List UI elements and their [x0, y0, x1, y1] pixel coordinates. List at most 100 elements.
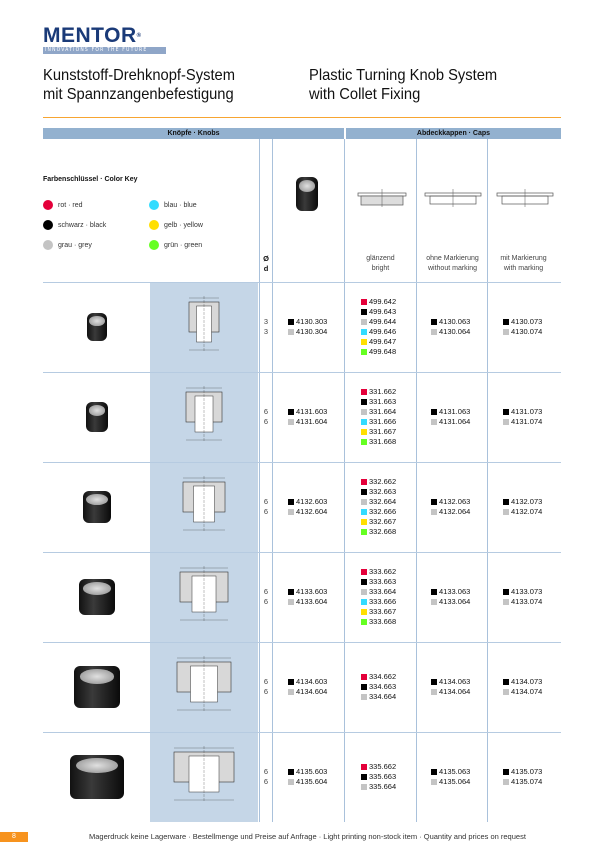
article-number: 4130.063 [439, 317, 471, 326]
color-swatch-icon [431, 509, 437, 515]
color-swatch-icon [431, 319, 437, 325]
color-swatch-icon [361, 569, 367, 575]
article-code: 4131.603 [288, 407, 327, 417]
color-swatch-icon [288, 329, 294, 335]
article-code: 4130.063 [431, 317, 470, 327]
technical-drawing [179, 566, 229, 622]
article-number: 4132.074 [511, 507, 543, 516]
knob-photo [86, 402, 108, 432]
article-code: 499.648 [361, 347, 396, 357]
mentor-logo: MENTOR® INNOVATIONS FOR THE FUTURE [43, 25, 166, 54]
article-code: 333.663 [361, 577, 396, 587]
color-swatch-icon [431, 409, 437, 415]
color-swatch-icon [361, 479, 367, 485]
color-swatch-icon [288, 509, 294, 515]
article-code: 334.664 [361, 692, 396, 702]
article-code: 332.667 [361, 517, 396, 527]
article-number: 499.642 [369, 297, 397, 306]
color-swatch-icon [361, 429, 367, 435]
technical-drawing [185, 386, 223, 442]
article-number: 4131.073 [511, 407, 543, 416]
article-number: 332.666 [369, 507, 397, 516]
article-number: 4134.074 [511, 687, 543, 696]
color-swatch-icon [361, 509, 367, 515]
code-list-with: 4131.073 4131.074 [503, 407, 542, 427]
color-swatch-icon [361, 694, 367, 700]
knob-photo [296, 177, 318, 211]
row-divider [43, 282, 561, 283]
article-code: 4132.604 [288, 507, 327, 517]
article-number: 332.664 [369, 497, 397, 506]
article-number: 332.667 [369, 517, 397, 526]
color-swatch-icon [503, 409, 509, 415]
knob-photo [87, 313, 107, 341]
col-header-with-marking: mit Markierung with marking [500, 255, 547, 272]
row-divider [43, 552, 561, 553]
article-code: 4135.074 [503, 777, 542, 787]
article-code: 499.643 [361, 307, 396, 317]
article-code: 331.663 [361, 397, 396, 407]
article-number: 4134.073 [511, 677, 543, 686]
color-swatch-icon [503, 689, 509, 695]
article-code: 4135.063 [431, 767, 470, 777]
color-swatch-icon [503, 679, 509, 685]
article-code: 333.666 [361, 597, 396, 607]
orange-divider [43, 117, 561, 118]
color-swatch-icon [361, 339, 367, 345]
article-code: 334.663 [361, 682, 396, 692]
article-number: 4133.604 [296, 597, 328, 606]
col-header-bright: glänzend bright [366, 255, 395, 272]
color-swatch-icon [288, 679, 294, 685]
article-number: 499.643 [369, 307, 397, 316]
article-number: 335.662 [369, 762, 397, 771]
code-list-with: 4132.073 4132.074 [503, 497, 542, 517]
code-list-with: 4135.073 4135.074 [503, 767, 542, 787]
diameter-value: 6 [263, 767, 269, 776]
code-list-without: 4133.063 4133.064 [431, 587, 470, 607]
color-key-item: schwarz · black [43, 220, 106, 230]
technical-drawing [173, 746, 235, 802]
color-key-label: rot · red [58, 201, 83, 209]
article-number: 4135.073 [511, 767, 543, 776]
color-swatch-icon [361, 519, 367, 525]
article-number: 4130.064 [439, 327, 471, 336]
article-code: 4132.603 [288, 497, 327, 507]
article-code: 4130.064 [431, 327, 470, 337]
article-code: 4131.074 [503, 417, 542, 427]
article-number: 333.668 [369, 617, 397, 626]
diameter-symbol: Ø [263, 254, 269, 263]
footer-note: Magerdruck keine Lagerware · Bestellmeng… [89, 832, 526, 841]
article-code: 4134.604 [288, 687, 327, 697]
color-dot-icon [43, 240, 53, 250]
article-number: 334.663 [369, 682, 397, 691]
article-code: 4132.063 [431, 497, 470, 507]
color-swatch-icon [361, 489, 367, 495]
color-swatch-icon [288, 419, 294, 425]
article-number: 4133.064 [439, 597, 471, 606]
color-swatch-icon [361, 599, 367, 605]
color-key-label: gelb · yellow [164, 221, 203, 229]
article-code: 333.662 [361, 567, 396, 577]
color-dot-icon [149, 240, 159, 250]
cap-without-marking-drawing [424, 189, 482, 207]
article-code: 4133.603 [288, 587, 327, 597]
color-swatch-icon [503, 509, 509, 515]
article-number: 332.662 [369, 477, 397, 486]
article-number: 4130.074 [511, 327, 543, 336]
article-number: 4131.604 [296, 417, 328, 426]
color-swatch-icon [361, 319, 367, 325]
article-code: 4133.064 [431, 597, 470, 607]
article-code: 4134.073 [503, 677, 542, 687]
article-number: 4135.604 [296, 777, 328, 786]
article-number: 4135.074 [511, 777, 543, 786]
knob-photo [83, 491, 111, 523]
color-swatch-icon [361, 774, 367, 780]
article-code: 332.663 [361, 487, 396, 497]
color-swatch-icon [288, 499, 294, 505]
column-divider [259, 139, 260, 822]
article-number: 4131.074 [511, 417, 543, 426]
diameter-value: 6 [263, 497, 269, 506]
